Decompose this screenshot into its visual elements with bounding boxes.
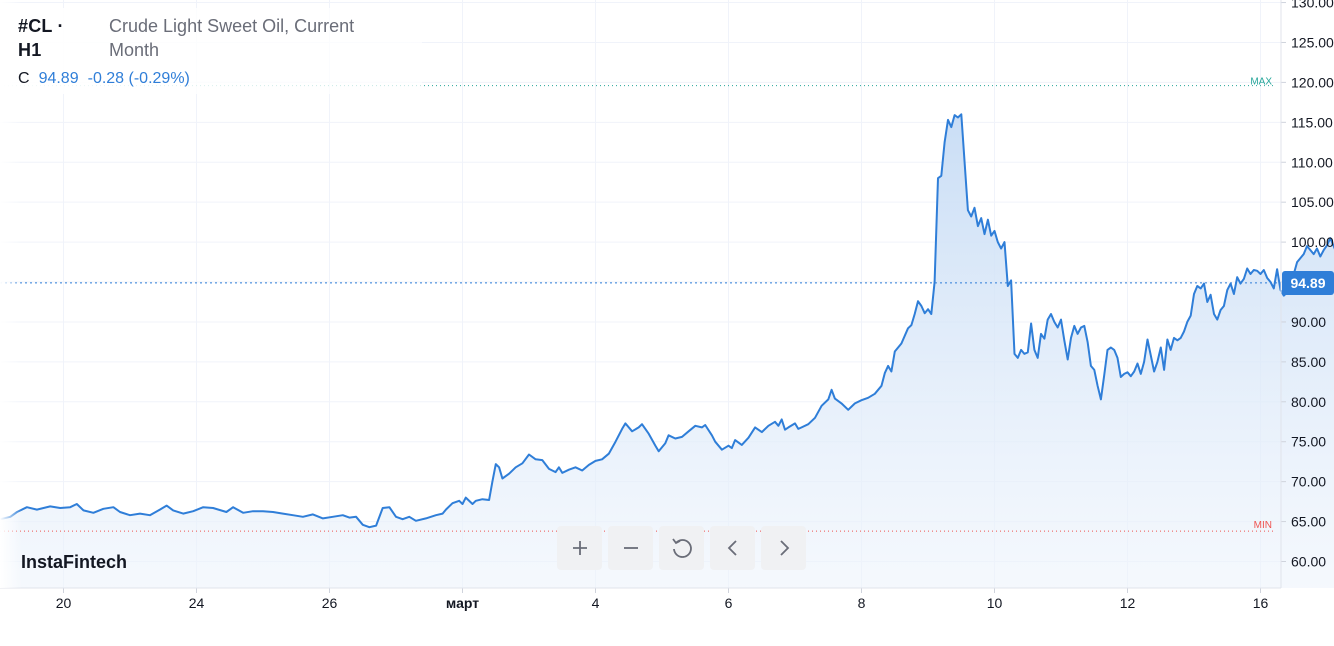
scroll-left-button[interactable] <box>710 526 755 570</box>
x-tick-label: 24 <box>189 595 205 611</box>
y-tick-label: 80.00 <box>1291 394 1326 410</box>
scroll-right-button[interactable] <box>761 526 806 570</box>
x-tick-label: 20 <box>56 595 72 611</box>
x-tick-label: 10 <box>987 595 1003 611</box>
y-axis[interactable]: 130.00 125.00 120.00 115.00 110.00 105.00 100.… <box>1280 0 1334 588</box>
y-tick-label: 70.00 <box>1291 474 1326 490</box>
y-tick-label: 115.00 <box>1291 114 1333 130</box>
symbol-title: #CL · H1 <box>18 16 64 60</box>
x-tick-label: 8 <box>858 595 866 611</box>
price-change: -0.28 (-0.29%) <box>87 70 190 87</box>
symbol-description: Crude Light Sweet Oil, Current Month <box>109 16 355 60</box>
x-tick-label: 4 <box>592 595 600 611</box>
chevron-right-icon <box>779 540 789 556</box>
zoom-out-button[interactable] <box>608 526 653 570</box>
y-tick-label: 105.00 <box>1291 194 1334 210</box>
y-tick-label: 90.00 <box>1291 314 1326 330</box>
x-tick-label: 26 <box>322 595 338 611</box>
y-tick-label: 100.00 <box>1291 234 1334 250</box>
y-tick-label: 110.00 <box>1291 154 1333 170</box>
min-label: MIN <box>1254 520 1272 531</box>
current-price-tag: 94.89 <box>1282 270 1334 295</box>
price-series-line <box>0 113 1334 529</box>
price-area <box>0 114 1334 588</box>
y-tick-label: 75.00 <box>1291 434 1326 450</box>
brand-watermark: InstaFintech <box>21 552 128 572</box>
plus-icon <box>572 541 587 555</box>
x-tick-label: 6 <box>725 595 733 611</box>
y-tick-label: 85.00 <box>1291 354 1326 370</box>
chart-controls <box>557 526 806 570</box>
left-fade <box>0 0 22 588</box>
y-tick-label: 65.00 <box>1291 514 1326 530</box>
chart-legend: #CL · H1 Crude Light Sweet Oil, Current … <box>0 8 422 94</box>
x-tick-label: 16 <box>1253 595 1269 611</box>
chevron-left-icon <box>727 540 737 556</box>
minus-icon <box>623 547 638 549</box>
close-value: 94.89 <box>38 70 79 87</box>
reset-button[interactable] <box>659 526 704 570</box>
price-line <box>0 113 1334 529</box>
zoom-in-button[interactable] <box>557 526 602 570</box>
y-tick-label: 120.00 <box>1291 74 1334 90</box>
x-axis[interactable]: 202426март46810121618 <box>0 587 1334 611</box>
y-tick-label: 125.00 <box>1291 34 1334 50</box>
x-tick-label: март <box>446 595 479 611</box>
x-tick-label: 12 <box>1120 595 1136 611</box>
reset-icon <box>671 538 692 558</box>
y-tick-label: 60.00 <box>1291 554 1326 570</box>
max-label: MAX <box>1250 77 1272 88</box>
close-label: C <box>18 70 30 87</box>
price-area-fill <box>0 114 1334 588</box>
y-tick-label: 130.00 <box>1291 0 1334 11</box>
